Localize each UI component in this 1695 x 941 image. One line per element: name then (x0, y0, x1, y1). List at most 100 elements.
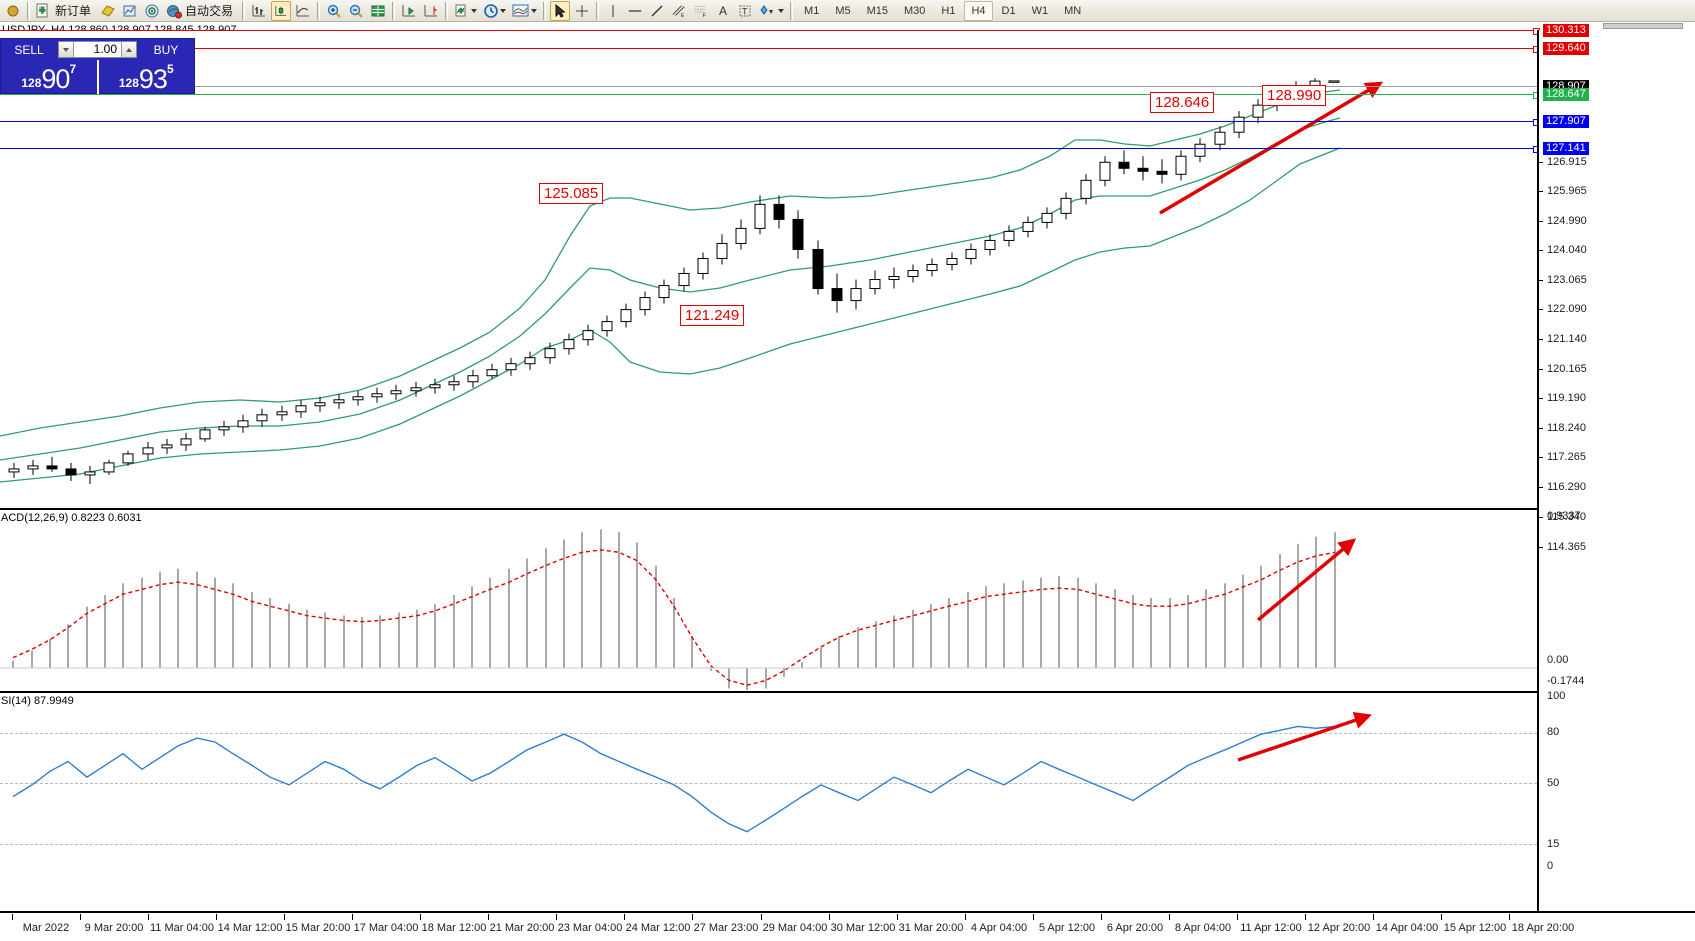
timeframe-d1[interactable]: D1 (995, 1, 1023, 21)
timeframe-w1[interactable]: W1 (1025, 1, 1056, 21)
one-click-trading-panel[interactable]: SELL 1.00 BUY 128 90 7 128 93 5 (0, 38, 195, 94)
candle-body (237, 420, 249, 428)
time-tick-mark (1101, 914, 1102, 920)
candle-body (1252, 104, 1264, 118)
navigator-icon[interactable] (142, 1, 162, 21)
toolbar-separator (242, 1, 246, 20)
line-chart-icon[interactable] (293, 1, 313, 21)
volume-input[interactable]: 1.00 (93, 42, 117, 56)
time-tick-mark (1033, 914, 1034, 920)
zoom-in-icon[interactable] (324, 1, 344, 21)
new-order-label: 新订单 (55, 4, 92, 18)
templates-button[interactable] (510, 1, 539, 21)
indicators-button[interactable] (452, 1, 479, 21)
volume-stepper[interactable]: 1.00 (58, 41, 137, 58)
candle-body (869, 279, 881, 290)
chart-area[interactable]: 125.085 121.249 128.646 128.990 ACD(12,2… (0, 24, 1695, 941)
annotation-128646[interactable]: 128.646 (1150, 92, 1215, 113)
bollinger-upper-band (0, 89, 1341, 437)
timeframe-m15[interactable]: M15 (860, 1, 895, 21)
chevron-down-icon[interactable] (531, 8, 538, 13)
rsi-tick-80: 80 (1547, 726, 1560, 738)
time-tick-mark (897, 914, 898, 920)
price-level-line-127907[interactable] (0, 119, 1540, 126)
candle-body (773, 203, 785, 220)
price-tick-mark (1539, 280, 1543, 281)
text-label-icon[interactable]: T (735, 1, 755, 21)
equidistant-channel-icon[interactable]: E (669, 1, 689, 21)
timeframe-h4[interactable]: H4 (964, 0, 993, 21)
annotation-128990[interactable]: 128.990 (1262, 85, 1327, 106)
time-tick-label: 18 Mar 12:00 (421, 922, 487, 934)
chevron-down-icon[interactable] (471, 8, 478, 13)
price-level-line-130313[interactable] (0, 28, 1540, 35)
annotation-121249[interactable]: 121.249 (680, 305, 745, 326)
sell-button[interactable]: SELL (14, 42, 44, 57)
volume-decrease-button[interactable] (59, 42, 74, 57)
text-icon[interactable]: A (719, 3, 728, 18)
time-tick-mark (1373, 914, 1374, 920)
market-watch-icon[interactable] (98, 1, 118, 21)
candle-body (371, 393, 383, 398)
candle-body (678, 273, 690, 287)
rsi-chart-svg (12, 711, 1372, 833)
price-axis[interactable]: 130.313 129.640 128.907 128.647 127.907 … (1537, 24, 1695, 911)
timeframe-h1[interactable]: H1 (934, 1, 962, 21)
timeframe-m1[interactable]: M1 (797, 1, 826, 21)
chevron-down-icon[interactable] (500, 8, 507, 13)
timeframe-m5[interactable]: M5 (828, 1, 857, 21)
period-button[interactable] (481, 1, 508, 21)
grid-icon[interactable] (368, 1, 388, 21)
zoom-out-icon[interactable] (346, 1, 366, 21)
timeframe-m30[interactable]: M30 (897, 1, 932, 21)
macd-tick-n01744: -0.1744 (1547, 675, 1585, 687)
sell-price[interactable]: 128 90 7 (1, 60, 97, 94)
price-tick-119190: 119.190 (1547, 392, 1586, 404)
candle-body (1328, 80, 1340, 83)
buy-button[interactable]: BUY (153, 42, 179, 57)
buy-price[interactable]: 128 93 5 (96, 60, 195, 94)
trend-arrow[interactable] (1159, 81, 1384, 215)
autotrading-button[interactable]: 自动交易 (164, 1, 238, 21)
candle-body (601, 321, 613, 332)
price-level-line-129640[interactable] (0, 46, 1540, 53)
cursor-icon[interactable] (550, 0, 571, 21)
partial-icon[interactable] (3, 1, 23, 21)
candle-body (390, 390, 402, 395)
time-tick-label: 8 Apr 04:00 (1174, 922, 1232, 934)
price-level-line-127141[interactable] (0, 146, 1540, 153)
vertical-line-icon[interactable] (603, 1, 623, 21)
timeframe-label: H1 (941, 4, 956, 17)
rsi-pane[interactable]: SI(14) 87.9949 (0, 691, 1537, 911)
time-tick-label: 4 Apr 04:00 (970, 922, 1028, 934)
chart-shift-icon[interactable] (421, 1, 441, 21)
crosshair-icon[interactable] (572, 1, 592, 21)
timeframe-label: M30 (904, 4, 926, 17)
rsi-trend-arrow[interactable] (1237, 711, 1372, 762)
trendline-icon[interactable] (647, 1, 667, 21)
data-window-icon[interactable] (120, 1, 140, 21)
bar-chart-icon[interactable] (249, 1, 269, 21)
volume-increase-button[interactable] (121, 42, 136, 57)
horizontal-line-icon[interactable] (625, 1, 645, 21)
candlestick-chart-icon[interactable] (271, 0, 292, 21)
fibonacci-icon[interactable]: F (691, 1, 711, 21)
price-pane[interactable]: 125.085 121.249 128.646 128.990 (0, 28, 1540, 505)
candle-body (1003, 230, 1015, 241)
time-axis[interactable]: Mar 2022 9 Mar 20:00 11 Mar 04:00 14 Mar 12… (0, 911, 1695, 941)
candle-body (333, 399, 345, 404)
rsi-level-50 (0, 783, 1537, 784)
macd-pane[interactable]: ACD(12,26,9) 0.8223 0.6031 (0, 508, 1537, 690)
timeframe-label: MN (1064, 4, 1082, 17)
timeframe-mn[interactable]: MN (1057, 1, 1088, 21)
annotation-125085[interactable]: 125.085 (539, 183, 604, 204)
horizontal-scrollbar-thumb[interactable] (1603, 23, 1683, 29)
new-order-button[interactable]: 新订单 (34, 1, 96, 21)
time-tick-mark (488, 914, 489, 920)
candle-body (1080, 179, 1092, 199)
shapes-button[interactable] (757, 1, 786, 21)
chevron-down-icon[interactable] (778, 8, 785, 13)
auto-scroll-icon[interactable] (399, 1, 419, 21)
macd-trend-arrow[interactable] (1256, 538, 1357, 622)
